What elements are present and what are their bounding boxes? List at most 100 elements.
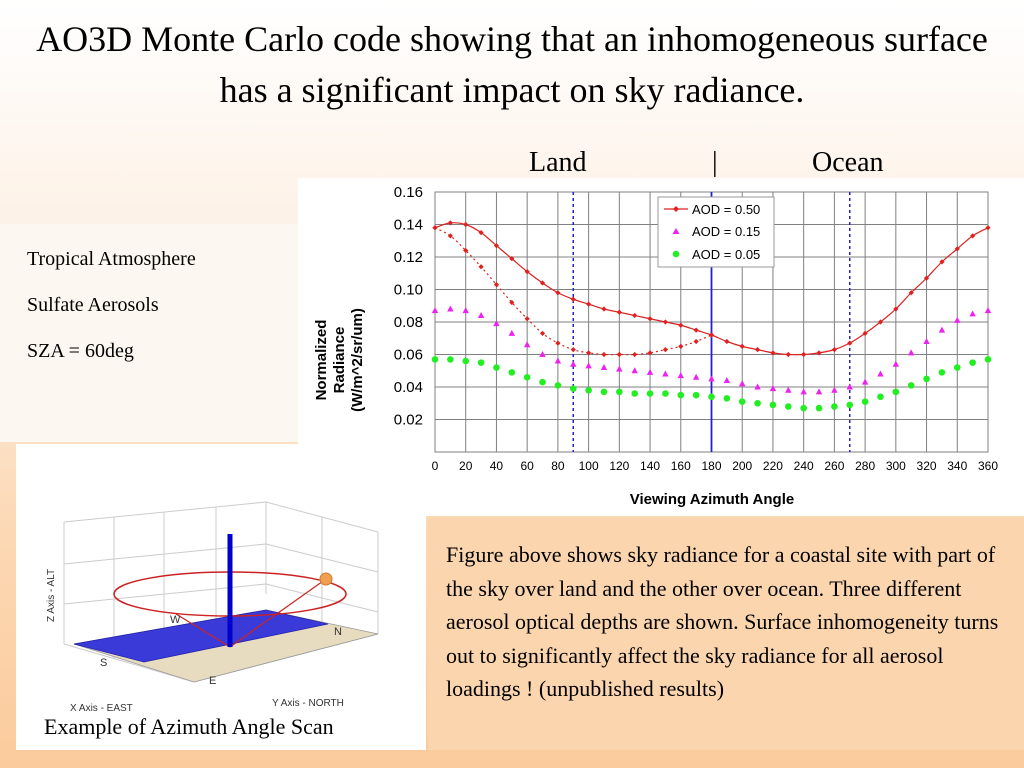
data-point [693,327,699,333]
inset-label-w: W [170,614,181,626]
data-point [662,347,669,353]
x-tick-label: 220 [763,459,783,473]
data-point [970,233,976,239]
land-label: Land [529,147,587,178]
data-point [616,309,622,315]
data-point [862,330,868,336]
data-point [616,388,623,396]
description-box [428,517,1024,750]
data-point [938,369,946,376]
data-point [893,306,899,312]
y-tick-label: 0.08 [394,314,423,331]
legend-marker-aod-005 [672,250,680,258]
y-axis-label-line-2: Radiance [331,327,348,394]
data-point [616,351,622,358]
sun-icon [319,572,333,586]
data-point [769,385,777,392]
x-tick-label: 100 [579,459,599,473]
y-tick-label: 0.12 [394,249,423,266]
x-tick-label: 200 [732,459,752,473]
data-point [662,390,669,397]
land-ocean-separator: | [712,147,718,178]
x-tick-label: 340 [947,459,967,473]
data-point [524,316,530,322]
data-point [478,264,484,270]
data-point [739,343,745,349]
data-point [984,307,992,314]
inset-label-e: E [209,675,216,687]
data-point [815,388,823,395]
data-point [569,385,577,392]
data-point [585,386,592,394]
data-point [539,378,546,386]
data-point [570,347,576,353]
y-tick-label: 0.16 [394,184,423,201]
inset-label-s: S [100,657,107,669]
x-tick-label: 280 [855,459,875,473]
data-point [601,351,607,358]
data-point [801,351,807,358]
x-tick-label: 160 [671,459,691,473]
x-axis-label: Viewing Azimuth Angle [630,491,794,508]
y-axis-label-line-1: Normalized [313,320,330,401]
data-point [431,356,439,363]
data-point [447,305,454,312]
x-tick-label: 20 [459,459,473,473]
x-tick-label: 300 [886,459,906,473]
data-point [984,356,992,363]
data-point [907,349,915,356]
data-point [539,351,546,357]
data-point [861,398,869,405]
y-tick-label: 0.02 [394,412,423,429]
data-point [662,370,669,377]
data-point [462,357,470,365]
data-point [600,364,608,370]
data-point [923,338,930,344]
data-point [877,319,884,325]
data-point [570,296,576,302]
data-point [508,369,516,376]
data-point [646,390,654,397]
azimuth-scan-inset: W N S E Z Axis - ALT X Axis - EAST Y Axi… [16,444,426,750]
data-point [723,395,731,402]
x-tick-label: 60 [520,459,534,473]
data-point [632,312,638,319]
legend-marker-aod-050 [673,206,679,212]
data-point [754,347,761,353]
data-point [463,221,469,228]
inset-view-line [229,578,327,648]
data-point [493,282,500,288]
x-tick-label: 320 [917,459,937,473]
data-point [954,246,960,252]
data-point [723,377,731,383]
data-point [432,225,438,231]
inset-y-axis-label: Y Axis - NORTH [272,698,344,709]
x-tick-label: 140 [640,459,660,473]
data-point [570,360,577,367]
data-point [447,233,453,239]
azimuth-scan-3d-plot: W N S E Z Axis - ALT X Axis - EAST Y Axi… [46,501,379,714]
data-point [985,225,991,231]
legend-label-aod-005: AOD = 0.05 [692,247,760,262]
y-tick-label: 0.10 [394,282,423,299]
data-point [877,370,884,377]
data-point [785,386,792,393]
data-point [601,306,607,312]
data-point [892,388,900,396]
data-point [509,256,515,262]
y-axis-label: Normalized Radiance (W/m^2/sr/um) [313,308,366,412]
data-point [678,322,684,328]
data-point [738,398,746,405]
data-point [632,351,638,358]
x-tick-label: 180 [701,459,721,473]
data-point [646,368,654,375]
data-point [431,307,439,314]
data-point [861,378,869,385]
data-point [708,332,715,338]
series-2 [431,305,992,395]
data-point [631,390,638,397]
data-point [969,359,976,366]
data-point [493,364,500,371]
data-point [477,359,485,366]
data-point [585,362,592,369]
